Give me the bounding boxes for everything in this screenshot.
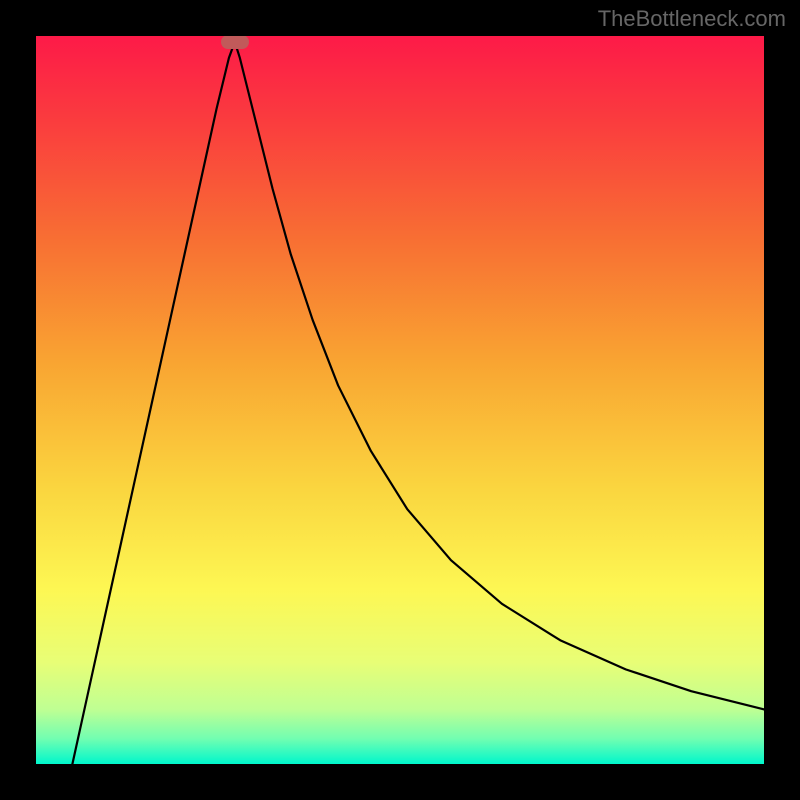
watermark-label: TheBottleneck.com (598, 6, 786, 32)
bottleneck-marker (221, 36, 249, 49)
bottleneck-curve (36, 36, 764, 764)
plot-area (36, 36, 764, 764)
